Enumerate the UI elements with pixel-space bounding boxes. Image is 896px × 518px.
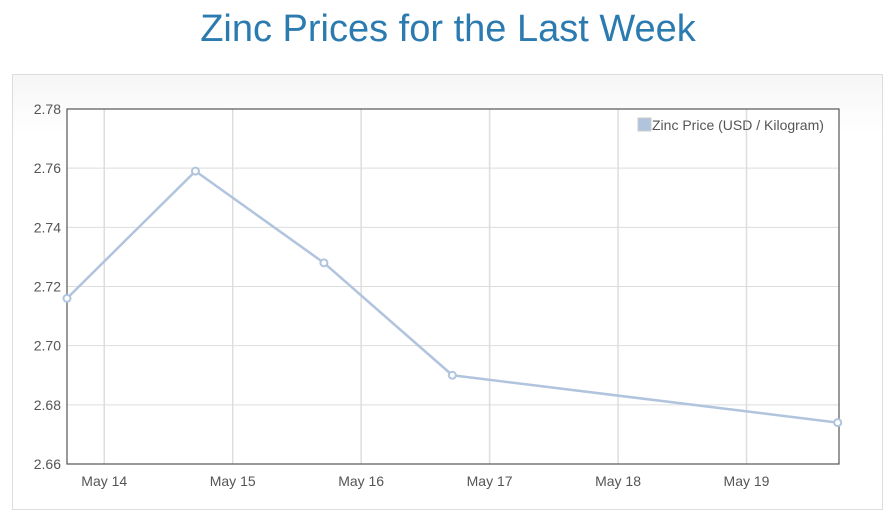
data-point xyxy=(319,258,329,268)
data-point xyxy=(190,166,200,176)
x-tick-label: May 19 xyxy=(724,473,770,489)
y-tick-label: 2.78 xyxy=(34,101,61,117)
chart-title: Zinc Prices for the Last Week xyxy=(200,8,696,50)
legend-swatch xyxy=(637,117,652,132)
x-tick-label: May 14 xyxy=(81,473,127,489)
y-tick-label: 2.72 xyxy=(34,279,61,295)
x-tick-label: May 18 xyxy=(595,473,641,489)
data-point xyxy=(447,370,457,380)
legend-label: Zinc Price (USD / Kilogram) xyxy=(652,117,824,133)
x-tick-label: May 15 xyxy=(210,473,256,489)
y-tick-label: 2.76 xyxy=(34,160,61,176)
x-tick-label: May 17 xyxy=(467,473,513,489)
y-tick-label: 2.68 xyxy=(34,397,61,413)
y-tick-label: 2.74 xyxy=(34,219,61,235)
x-tick-label: May 16 xyxy=(338,473,384,489)
data-point xyxy=(62,293,72,303)
y-tick-label: 2.70 xyxy=(34,338,61,354)
y-tick-label: 2.66 xyxy=(34,456,61,472)
data-point xyxy=(833,418,843,428)
plot-border xyxy=(66,108,840,465)
